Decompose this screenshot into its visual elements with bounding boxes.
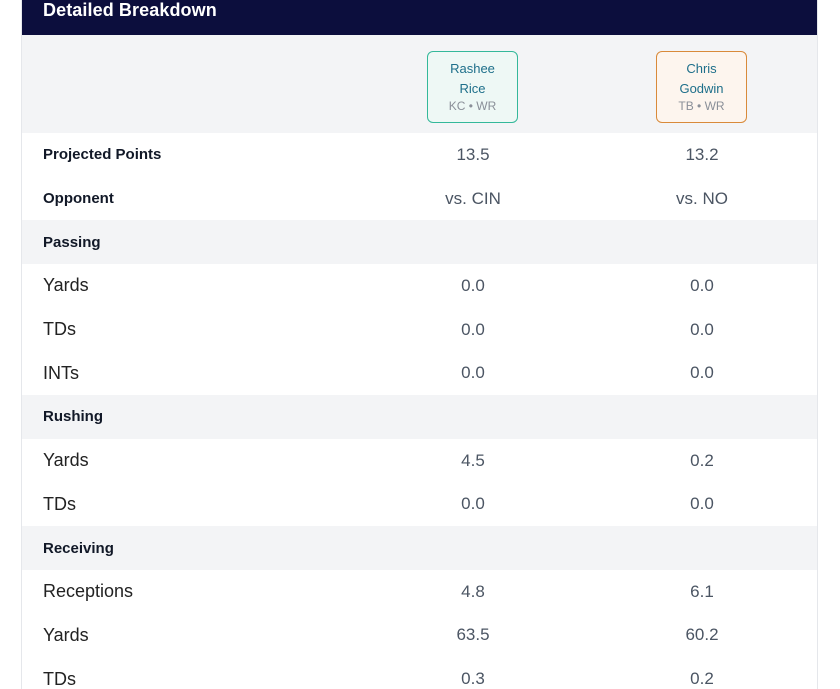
player2-value: 6.1 bbox=[690, 581, 714, 601]
player-first-name: Chris bbox=[686, 61, 717, 76]
player2-value: 13.2 bbox=[685, 144, 719, 164]
player1-value: 0.0 bbox=[461, 275, 485, 295]
breakdown-title: Detailed Breakdown bbox=[43, 0, 217, 20]
row-label: INTs bbox=[43, 362, 79, 383]
row-label: Yards bbox=[43, 624, 89, 645]
player1-value: 0.0 bbox=[461, 494, 485, 514]
row-label: Projected Points bbox=[43, 146, 162, 164]
row-receiving-yards: Yards 63.5 60.2 bbox=[22, 614, 817, 658]
breakdown-card: Detailed Breakdown Rashee Rice KC • WR C… bbox=[21, 0, 818, 689]
breakdown-header: Detailed Breakdown bbox=[22, 0, 817, 35]
player-card-rashee-rice[interactable]: Rashee Rice KC • WR bbox=[427, 51, 518, 123]
section-label: Rushing bbox=[43, 408, 103, 426]
player-last-name: Rice bbox=[459, 81, 486, 96]
row-label: Receptions bbox=[43, 581, 134, 602]
row-rushing-yards: Yards 4.5 0.2 bbox=[22, 439, 817, 483]
row-passing-tds: TDs 0.0 0.0 bbox=[22, 308, 817, 352]
player1-value: vs. CIN bbox=[445, 188, 501, 208]
section-label: Receiving bbox=[43, 539, 114, 557]
player-team-position: KC • WR bbox=[448, 99, 497, 113]
player-header-row: Rashee Rice KC • WR Chris Godwin TB • WR bbox=[22, 35, 817, 133]
row-passing-yards: Yards 0.0 0.0 bbox=[22, 264, 817, 308]
row-label: TDs bbox=[43, 493, 76, 514]
row-label: Opponent bbox=[43, 190, 114, 208]
player1-value: 0.0 bbox=[461, 363, 485, 383]
row-label: Yards bbox=[43, 450, 89, 471]
player-first-name: Rashee bbox=[450, 61, 495, 76]
player1-value: 63.5 bbox=[456, 625, 490, 645]
row-receptions: Receptions 4.8 6.1 bbox=[22, 570, 817, 614]
player2-value: vs. NO bbox=[676, 188, 728, 208]
row-label: TDs bbox=[43, 668, 76, 689]
section-receiving: Receiving bbox=[22, 526, 817, 570]
player2-value: 0.0 bbox=[690, 319, 714, 339]
section-passing: Passing bbox=[22, 220, 817, 265]
row-passing-ints: INTs 0.0 0.0 bbox=[22, 351, 817, 395]
player1-value: 4.8 bbox=[461, 581, 485, 601]
player-team-position: TB • WR bbox=[678, 99, 725, 113]
player2-value: 60.2 bbox=[685, 625, 719, 645]
row-projected-points: Projected Points 13.5 13.2 bbox=[22, 133, 817, 177]
section-rushing: Rushing bbox=[22, 395, 817, 439]
row-receiving-tds: TDs 0.3 0.2 bbox=[22, 657, 817, 689]
player1-value: 13.5 bbox=[456, 144, 490, 164]
player1-value: 0.0 bbox=[461, 319, 485, 339]
section-label: Passing bbox=[43, 233, 101, 251]
row-label: TDs bbox=[43, 319, 76, 340]
row-rushing-tds: TDs 0.0 0.0 bbox=[22, 483, 817, 527]
player2-value: 0.2 bbox=[690, 669, 714, 689]
player-last-name: Godwin bbox=[679, 81, 724, 96]
player2-value: 0.0 bbox=[690, 494, 714, 514]
player1-value: 0.3 bbox=[461, 669, 485, 689]
row-label: Yards bbox=[43, 275, 89, 296]
row-opponent: Opponent vs. CIN vs. NO bbox=[22, 177, 817, 221]
player2-value: 0.0 bbox=[690, 363, 714, 383]
player1-value: 4.5 bbox=[461, 450, 485, 470]
player2-value: 0.0 bbox=[690, 275, 714, 295]
player-card-chris-godwin[interactable]: Chris Godwin TB • WR bbox=[656, 51, 747, 123]
player2-value: 0.2 bbox=[690, 450, 714, 470]
